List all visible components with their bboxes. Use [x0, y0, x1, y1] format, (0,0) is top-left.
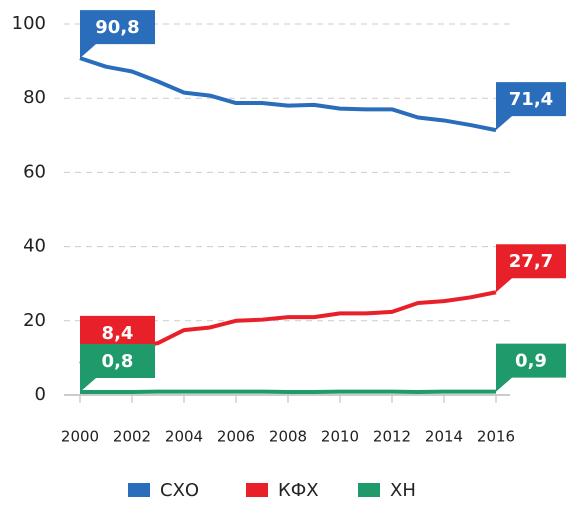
- value-label: 27,7: [509, 251, 553, 272]
- y-tick-label: 80: [23, 87, 46, 108]
- x-tick-label: 2014: [425, 428, 463, 446]
- y-tick-label: 100: [12, 13, 46, 34]
- line: [80, 58, 496, 130]
- x-tick-label: 2016: [477, 428, 515, 446]
- x-tick-label: 2004: [165, 428, 203, 446]
- y-tick-label: 60: [23, 161, 46, 182]
- y-tick-label: 40: [23, 236, 46, 257]
- legend-swatch: [128, 483, 150, 497]
- legend-swatch: [358, 483, 380, 497]
- x-tick-label: 2000: [61, 428, 99, 446]
- x-tick-label: 2008: [269, 428, 307, 446]
- y-tick-label: 0: [35, 384, 46, 405]
- x-tick-label: 2002: [113, 428, 151, 446]
- legend-label: КФХ: [278, 480, 319, 501]
- value-label: 71,4: [509, 89, 553, 110]
- legend-label: ХН: [390, 480, 416, 501]
- value-label: 0,8: [102, 351, 134, 372]
- value-label: 0,9: [515, 351, 547, 372]
- value-label: 90,8: [95, 17, 139, 38]
- y-tick-label: 20: [23, 310, 46, 331]
- x-tick-label: 2012: [373, 428, 411, 446]
- value-label: 8,4: [102, 323, 134, 344]
- legend-label: СХО: [160, 480, 199, 501]
- x-tick-label: 2006: [217, 428, 255, 446]
- x-tick-label: 2010: [321, 428, 359, 446]
- legend-swatch: [246, 483, 268, 497]
